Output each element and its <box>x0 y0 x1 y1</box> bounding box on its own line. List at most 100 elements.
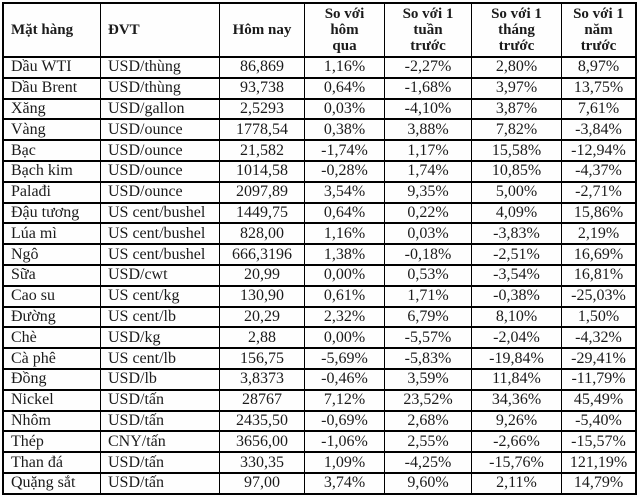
change-1day-cell: 3,74% <box>304 471 385 496</box>
price-today-cell: 86,869 <box>219 56 305 79</box>
commodity-cell: Dầu WTI <box>2 56 101 79</box>
change-1day-cell: 1,38% <box>304 243 385 266</box>
change-1year-cell: 1,50% <box>561 305 637 329</box>
unit-cell: USD/thùng <box>100 76 220 100</box>
change-1year-cell: -29,41% <box>561 347 637 370</box>
change-1week-cell: 1,71% <box>384 284 472 308</box>
change-1month-cell: -2,04% <box>471 326 562 350</box>
change-1month-cell: 2,11% <box>471 471 562 496</box>
change-1month-cell: 8,10% <box>471 305 562 329</box>
price-today-cell: 28767 <box>219 388 305 412</box>
change-1month-cell: -15,76% <box>471 451 562 474</box>
commodity-cell: Palađi <box>2 180 101 204</box>
commodity-cell: Than đá <box>2 451 101 474</box>
change-1day-cell: 0,03% <box>304 97 385 121</box>
price-today-cell: 2,5293 <box>219 97 305 121</box>
change-1year-cell: 14,79% <box>561 471 637 496</box>
price-today-cell: 828,00 <box>219 222 305 246</box>
change-1year-cell: -3,84% <box>561 118 637 142</box>
unit-cell: USD/tấn <box>100 409 220 433</box>
column-header-vs-1week: So với 1 tuần trước <box>384 2 472 58</box>
change-1week-cell: -4,25% <box>384 451 472 474</box>
table-row: Vàng USD/ounce 1778,54 0,38% 3,88% 7,82% -3,84… <box>2 118 637 142</box>
change-1week-cell: -0,18% <box>384 243 472 266</box>
change-1year-cell: -5,40% <box>561 409 637 433</box>
change-1day-cell: 1,16% <box>304 222 385 246</box>
table-row: Bạc USD/ounce 21,582 -1,74% 1,17% 15,58% -12,9… <box>2 139 637 162</box>
table-row: Sữa USD/cwt 20,99 0,00% 0,53% -3,54% 16,81% <box>2 263 637 287</box>
change-1year-cell: -12,94% <box>561 139 637 162</box>
change-1year-cell: -4,32% <box>561 326 637 350</box>
unit-cell: USD/lb <box>100 367 220 391</box>
table-header: Mặt hàng ĐVT Hôm nay So với hôm qua So với 1… <box>2 2 637 58</box>
change-1day-cell: 1,09% <box>304 451 385 474</box>
change-1month-cell: 7,82% <box>471 118 562 142</box>
change-1month-cell: 11,84% <box>471 367 562 391</box>
change-1year-cell: 121,19% <box>561 451 637 474</box>
change-1day-cell: -0,28% <box>304 159 385 183</box>
unit-cell: US cent/bushel <box>100 243 220 266</box>
change-1year-cell: 13,75% <box>561 76 637 100</box>
change-1day-cell: 3,54% <box>304 180 385 204</box>
change-1month-cell: 9,26% <box>471 409 562 433</box>
change-1year-cell: 15,86% <box>561 201 637 225</box>
table-row: Ngô US cent/bushel 666,3196 1,38% -0,18% -2,5… <box>2 243 637 266</box>
price-today-cell: 3,8373 <box>219 367 305 391</box>
unit-cell: USD/tấn <box>100 471 220 496</box>
change-1week-cell: 2,55% <box>384 430 472 454</box>
change-1year-cell: 16,81% <box>561 263 637 287</box>
commodity-cell: Đồng <box>2 367 101 391</box>
table-body: Dầu WTI USD/thùng 86,869 1,16% -2,27% 2,80% 8,… <box>2 56 637 496</box>
change-1year-cell: 7,61% <box>561 97 637 121</box>
price-today-cell: 1449,75 <box>219 201 305 225</box>
change-1week-cell: 3,59% <box>384 367 472 391</box>
change-1day-cell: 1,16% <box>304 56 385 79</box>
table-header-row: Mặt hàng ĐVT Hôm nay So với hôm qua So với 1… <box>2 2 637 58</box>
change-1week-cell: -2,27% <box>384 56 472 79</box>
unit-cell: US cent/bushel <box>100 201 220 225</box>
table-row: Quặng sắt USD/tấn 97,00 3,74% 9,60% 2,11% 14,7… <box>2 471 637 496</box>
change-1day-cell: 0,38% <box>304 118 385 142</box>
change-1day-cell: 0,64% <box>304 76 385 100</box>
change-1week-cell: 3,88% <box>384 118 472 142</box>
change-1year-cell: 16,69% <box>561 243 637 266</box>
change-1week-cell: -1,68% <box>384 76 472 100</box>
unit-cell: USD/ounce <box>100 139 220 162</box>
change-1year-cell: -11,79% <box>561 367 637 391</box>
price-today-cell: 2097,89 <box>219 180 305 204</box>
commodity-cell: Quặng sắt <box>2 471 101 496</box>
unit-cell: CNY/tấn <box>100 430 220 454</box>
commodity-cell: Nickel <box>2 388 101 412</box>
change-1week-cell: 0,03% <box>384 222 472 246</box>
table-row: Chè USD/kg 2,88 0,00% -5,57% -2,04% -4,32% <box>2 326 637 350</box>
price-today-cell: 20,29 <box>219 305 305 329</box>
price-today-cell: 20,99 <box>219 263 305 287</box>
table-row: Cà phê US cent/lb 156,75 -5,69% -5,83% -19,84… <box>2 347 637 370</box>
column-header-vs-yesterday: So với hôm qua <box>304 2 385 58</box>
change-1day-cell: -1,06% <box>304 430 385 454</box>
price-today-cell: 1778,54 <box>219 118 305 142</box>
commodity-cell: Đậu tương <box>2 201 101 225</box>
change-1month-cell: -3,83% <box>471 222 562 246</box>
change-1day-cell: -0,69% <box>304 409 385 433</box>
change-1day-cell: 0,61% <box>304 284 385 308</box>
change-1month-cell: 15,58% <box>471 139 562 162</box>
change-1year-cell: 45,49% <box>561 388 637 412</box>
change-1day-cell: -5,69% <box>304 347 385 370</box>
unit-cell: USD/ounce <box>100 118 220 142</box>
table-row: Đồng USD/lb 3,8373 -0,46% 3,59% 11,84% -11,79% <box>2 367 637 391</box>
change-1month-cell: 3,87% <box>471 97 562 121</box>
unit-cell: USD/thùng <box>100 56 220 79</box>
commodity-cell: Cao su <box>2 284 101 308</box>
change-1week-cell: -5,57% <box>384 326 472 350</box>
table-row: Dầu WTI USD/thùng 86,869 1,16% -2,27% 2,80% 8,… <box>2 56 637 79</box>
unit-cell: USD/tấn <box>100 388 220 412</box>
unit-cell: USD/kg <box>100 326 220 350</box>
price-today-cell: 93,738 <box>219 76 305 100</box>
unit-cell: US cent/lb <box>100 347 220 370</box>
table-row: Đậu tương US cent/bushel 1449,75 0,64% 0,22%… <box>2 201 637 225</box>
column-header-commodity: Mặt hàng <box>2 2 101 58</box>
commodity-cell: Sữa <box>2 263 101 287</box>
commodity-cell: Lúa mì <box>2 222 101 246</box>
